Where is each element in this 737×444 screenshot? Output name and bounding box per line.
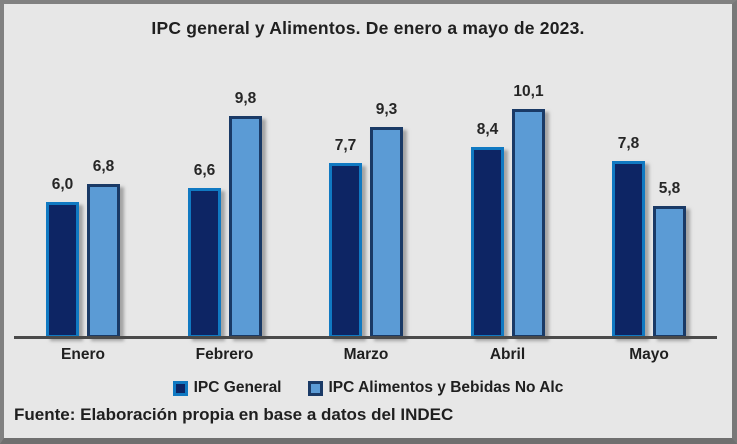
bar-value-label: 6,6 [193,162,216,179]
bar-ipc-general-mayo [612,161,645,338]
legend-label-ipc-general: IPC General [193,379,282,396]
source-note: Fuente: Elaboración propia en base a dat… [14,405,454,424]
bar-value-label: 5,8 [658,180,681,197]
bar-value-label: 8,4 [476,121,499,138]
legend-label-alimentos: IPC Alimentos y Bebidas No Alc [328,379,564,396]
bar-alimentos-febrero [229,116,262,338]
bar-alimentos-marzo [370,127,403,338]
bar-alimentos-mayo [653,206,686,338]
bar-value-label: 9,8 [234,90,257,107]
bar-value-label: 7,8 [617,135,640,152]
legend-marker-ipc-general-icon [172,380,188,396]
bar-ipc-general-enero [46,202,79,338]
bar-value-label: 10,1 [513,83,544,100]
legend: IPC General IPC Alimentos y Bebidas No A… [4,377,732,399]
bar-value-label: 9,3 [375,101,398,118]
x-axis-labels: Enero Febrero Marzo Abril Mayo [4,346,732,368]
bar-value-label: 6,0 [51,176,74,193]
bar-ipc-general-abril [471,147,504,338]
legend-entry-alimentos: IPC Alimentos y Bebidas No Alc [307,379,564,397]
x-axis-line [14,336,717,339]
bar-alimentos-abril [512,109,545,338]
legend-entry-ipc-general: IPC General [172,379,282,397]
bar-ipc-general-marzo [329,163,362,338]
bar-value-label: 6,8 [92,158,115,175]
chart-title: IPC general y Alimentos. De enero a mayo… [151,18,585,38]
plot-area: 6,0 6,8 6,6 9,8 7,7 9,3 8,4 10,1 7,8 5,8 [4,4,732,338]
x-axis-label-febrero: Febrero [195,346,254,363]
x-axis-label-marzo: Marzo [343,346,389,363]
bar-alimentos-enero [87,184,120,338]
x-axis-label-enero: Enero [61,346,105,363]
bar-ipc-general-febrero [188,188,221,338]
bar-value-label: 7,7 [334,137,357,154]
x-axis-label-mayo: Mayo [629,346,669,363]
x-axis-label-abril: Abril [489,346,526,363]
legend-marker-alimentos-icon [307,380,323,396]
